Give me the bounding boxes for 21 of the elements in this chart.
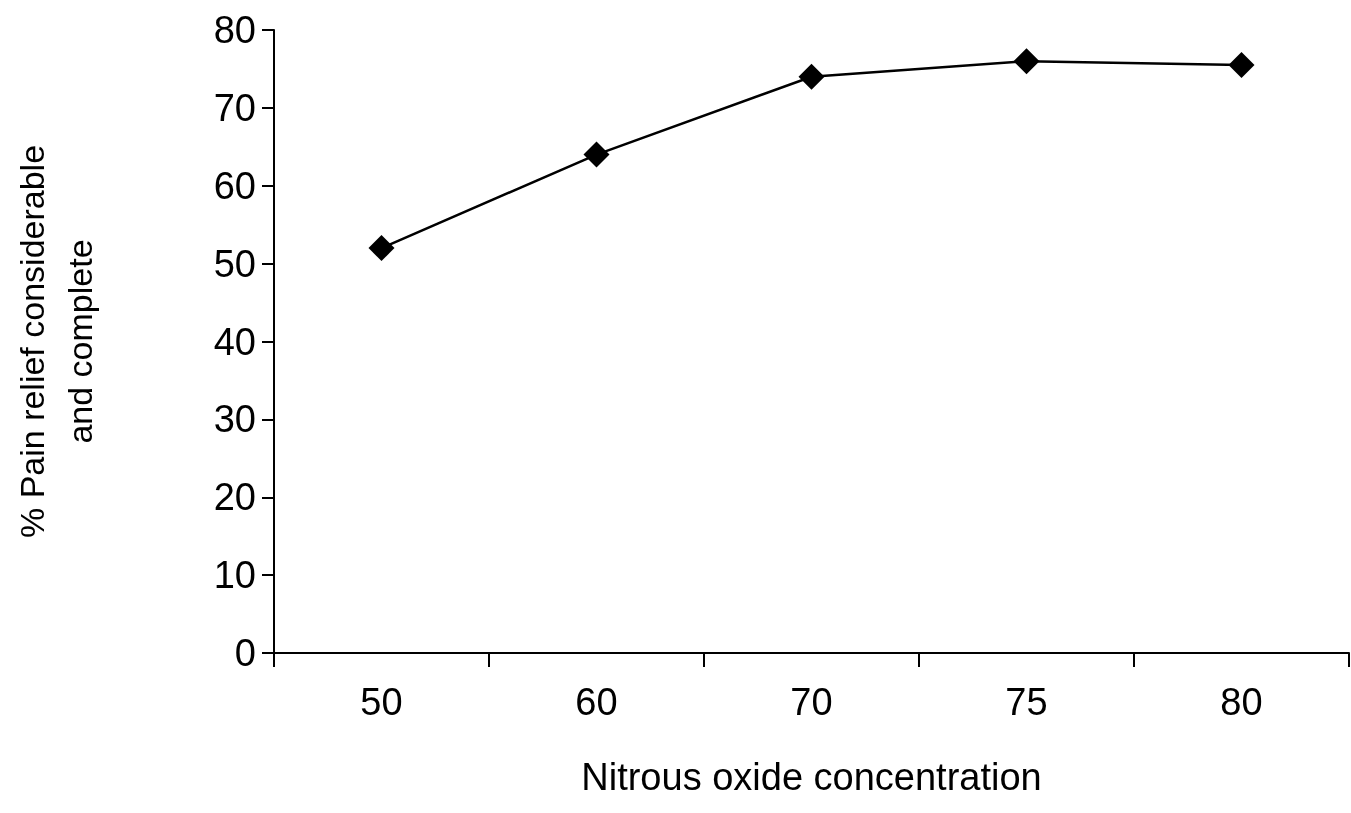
y-tick-label: 50 [213, 242, 256, 285]
point [798, 63, 825, 90]
y-tick-label: 30 [213, 398, 256, 441]
x-tick-label: 70 [790, 681, 833, 723]
x-tick-label: 60 [575, 681, 618, 723]
y-axis-title: % Pain relief considerable and complete [13, 144, 99, 539]
x-tick-label: 75 [1005, 681, 1048, 723]
y-tick-label: 40 [213, 320, 256, 363]
y-tick-label: 60 [213, 164, 256, 207]
y-tick-label: 0 [234, 632, 256, 674]
x-axis-title: Nitrous oxide concentration [581, 756, 1042, 798]
point [583, 141, 610, 168]
y-tick-label: 10 [213, 554, 256, 597]
x-tick-label: 80 [1220, 681, 1263, 723]
point [368, 235, 395, 262]
y-tick-label: 20 [213, 476, 256, 519]
y-tick-label: 80 [213, 9, 256, 51]
x-tick-label: 50 [360, 681, 403, 723]
y-tick-label: 70 [213, 86, 256, 129]
point [1228, 52, 1255, 79]
point [1013, 48, 1040, 75]
